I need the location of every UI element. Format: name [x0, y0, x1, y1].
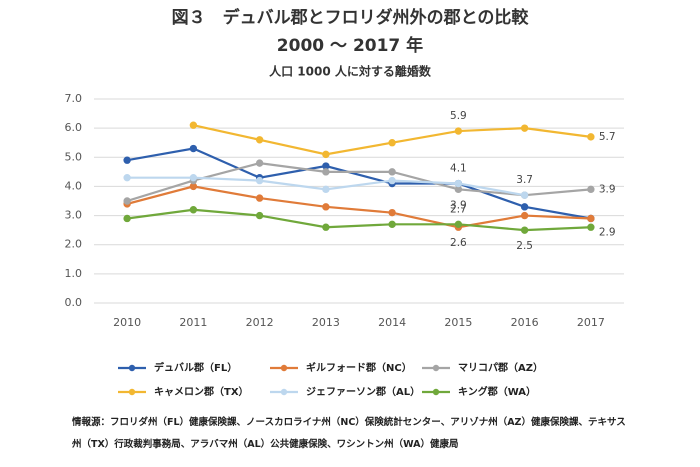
- data-point: [189, 144, 198, 153]
- legend-swatch-dot: [280, 364, 288, 372]
- y-tick-label: 3.0: [65, 209, 83, 222]
- data-point: [255, 176, 264, 185]
- y-tick-label: 4.0: [65, 179, 83, 192]
- data-point: [587, 223, 595, 231]
- data-point: [255, 211, 264, 220]
- data-point: [388, 139, 396, 147]
- data-point: [189, 173, 198, 182]
- data-point: [520, 191, 529, 199]
- x-tick-label: 2017: [577, 316, 605, 329]
- data-label: 3.7: [516, 174, 533, 186]
- data-point: [388, 208, 396, 217]
- data-point: [388, 176, 396, 185]
- y-tick-label: 0.0: [65, 296, 83, 309]
- data-label: 4.1: [450, 163, 467, 175]
- data-point: [454, 179, 463, 188]
- data-point: [520, 203, 529, 211]
- series-line: [126, 147, 592, 220]
- data-label: 2.6: [450, 237, 467, 249]
- data-point: [587, 133, 595, 141]
- legend-swatch-dot: [432, 388, 440, 396]
- legend-swatch-dot: [280, 388, 288, 396]
- source-note: 情報源：フロリダ州（FL）健康保険課、ノースカロライナ州（NC）保険統計センター…: [72, 417, 626, 450]
- data-point: [189, 206, 198, 214]
- data-point: [322, 185, 330, 194]
- chart: 図３ デュバル郡とフロリダ州外の郡との比較 2000 ～ 2017 年 人口 1…: [65, 7, 624, 398]
- data-point: [255, 159, 264, 167]
- data-point: [454, 127, 463, 135]
- y-tick-label: 7.0: [65, 92, 83, 105]
- data-point: [587, 214, 595, 223]
- legend-label: キング郡（WA）: [458, 385, 536, 398]
- x-tick-label: 2016: [511, 316, 539, 329]
- y-tick-label: 2.0: [65, 238, 83, 251]
- data-point: [322, 203, 330, 211]
- x-tick-label: 2012: [246, 316, 274, 329]
- data-label: 5.7: [599, 131, 616, 143]
- data-point: [454, 220, 463, 229]
- data-point: [388, 220, 396, 229]
- y-tick-label: 1.0: [65, 267, 83, 280]
- legend-label: ギルフォード郡（NC）: [306, 361, 412, 374]
- chart-subtitle: 2000 ～ 2017 年: [277, 35, 423, 56]
- legend-swatch-dot: [128, 388, 136, 396]
- data-label: 2.5: [516, 240, 533, 252]
- data-point: [388, 168, 396, 176]
- data-label: 3.9: [450, 199, 467, 211]
- y-tick-label: 6.0: [65, 121, 83, 134]
- legend-label: デュバル郡（FL）: [154, 361, 237, 374]
- axis-label: 人口 1000 人に対する離婚数: [269, 64, 432, 79]
- data-point: [520, 124, 529, 132]
- data-point: [189, 121, 198, 129]
- data-point: [123, 214, 131, 223]
- y-tick-label: 5.0: [65, 150, 83, 163]
- data-label: 2.9: [599, 226, 616, 238]
- data-point: [255, 194, 264, 202]
- x-tick-label: 2014: [378, 316, 406, 329]
- x-tick-label: 2013: [312, 316, 340, 329]
- data-point: [255, 136, 264, 144]
- data-point: [520, 226, 529, 234]
- legend-swatch-dot: [432, 364, 440, 372]
- data-point: [520, 211, 529, 220]
- x-tick-label: 2015: [444, 316, 472, 329]
- legend-swatch-dot: [128, 364, 136, 372]
- series-line: [126, 185, 591, 229]
- data-point: [123, 173, 131, 182]
- legend-label: ジェファーソン郡（AL）: [306, 385, 420, 398]
- data-label: 2.7: [450, 203, 467, 215]
- data-label: 3.9: [599, 183, 616, 195]
- legend-label: マリコパ郡（AZ）: [458, 361, 543, 374]
- legend-label: キャメロン郡（TX）: [154, 385, 249, 398]
- data-point: [322, 168, 330, 176]
- data-point: [123, 156, 131, 164]
- data-label: 5.9: [450, 110, 467, 122]
- x-tick-label: 2010: [113, 316, 141, 329]
- data-point: [587, 185, 595, 194]
- data-point: [123, 197, 131, 205]
- series-line: [126, 208, 591, 232]
- chart-title: 図３ デュバル郡とフロリダ州外の郡との比較: [172, 7, 530, 28]
- x-tick-label: 2011: [179, 316, 207, 329]
- data-point: [322, 223, 330, 231]
- data-point: [322, 150, 330, 159]
